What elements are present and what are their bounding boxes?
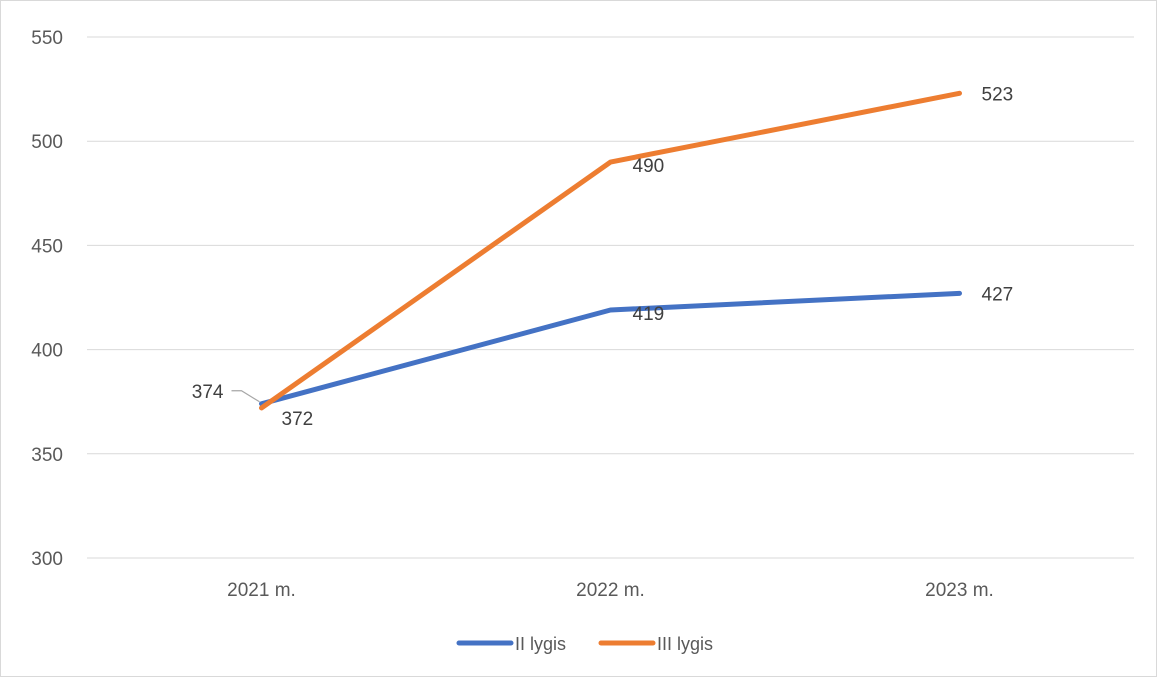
data-label: 427 (982, 284, 1014, 305)
x-tick-label: 2023 m. (925, 580, 994, 601)
data-label: 372 (282, 409, 314, 430)
legend-item-2: III lygis (598, 634, 713, 654)
y-tick-label: 350 (31, 445, 63, 466)
leader-line (231, 390, 260, 403)
x-axis-tick-labels: 2021 m. 2022 m. 2023 m. (227, 580, 994, 601)
legend-item-1: II lygis (456, 634, 566, 654)
gridlines (87, 36, 1134, 559)
y-tick-label: 500 (31, 132, 63, 153)
y-axis-tick-labels: 300 350 400 450 500 550 (31, 28, 63, 570)
x-tick-label: 2022 m. (576, 580, 645, 601)
y-tick-label: 400 (31, 341, 63, 362)
series-line-2 (259, 90, 962, 411)
data-label: 490 (633, 156, 665, 177)
data-label: 374 (192, 382, 224, 403)
data-label: 419 (633, 304, 665, 325)
y-tick-label: 550 (31, 28, 63, 49)
y-tick-label: 450 (31, 236, 63, 257)
legend-label: III lygis (657, 634, 713, 654)
data-label: 523 (982, 84, 1014, 105)
x-tick-label: 2021 m. (227, 580, 296, 601)
series-lines (259, 90, 962, 411)
series-line-1 (259, 290, 962, 407)
legend-label: II lygis (515, 634, 566, 654)
data-labels: 374 419 427 372 490 523 (192, 84, 1013, 430)
legend: II lygis III lygis (456, 634, 713, 654)
y-tick-label: 300 (31, 549, 63, 570)
